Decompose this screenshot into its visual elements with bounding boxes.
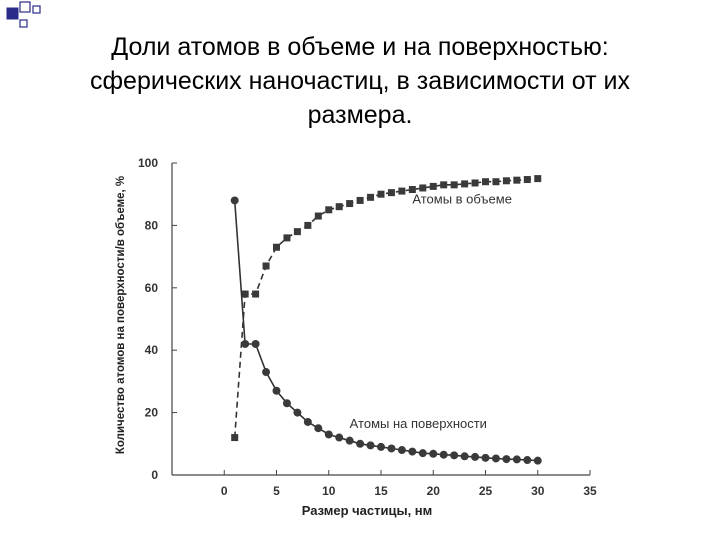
data-point-circle (335, 433, 344, 442)
series-labels: Атомы в объеме Атомы на поверхности (350, 192, 512, 432)
data-point-circle (523, 456, 532, 465)
data-point-square (429, 182, 437, 190)
data-point-circle (377, 442, 385, 451)
y-axis-label: Количество атомов на поверхности/в объем… (115, 176, 127, 454)
data-point-circle (314, 424, 323, 433)
data-point-square (367, 193, 375, 201)
data-point-circle (471, 452, 480, 461)
series-2 (230, 196, 542, 465)
data-point-circle (272, 386, 281, 395)
atoms-fraction-chart: 0 5 10 15 20 25 30 35 0 20 40 60 80 100 Атомы в объе… (115, 156, 597, 518)
data-point-circle (533, 456, 542, 465)
data-point-circle (418, 449, 427, 458)
data-point-square (314, 212, 322, 220)
y-tick-label: 60 (145, 281, 159, 295)
data-point-square (356, 196, 364, 204)
data-point-circle (251, 339, 260, 348)
data-point-circle (356, 439, 365, 448)
slide-title-line-2: сферических наночастиц, в зависимости от… (89, 67, 630, 95)
data-point-square (273, 243, 280, 251)
data-point-circle (262, 368, 271, 377)
y-tick-label: 100 (138, 156, 158, 170)
slide-title-line-1: Доли атомов в объеме и на поверхностью: (111, 33, 609, 61)
data-point-square (283, 234, 291, 242)
data-point-circle (512, 455, 521, 464)
slide-title: Доли атомов в объеме и на поверхностью: … (40, 30, 680, 132)
data-point-square (252, 290, 260, 298)
data-point-square (502, 177, 510, 185)
data-point-circle (345, 436, 354, 445)
series-label: Атомы на поверхности (350, 416, 487, 431)
data-point-square (377, 190, 385, 198)
data-point-square (482, 178, 489, 186)
data-point-circle (429, 449, 438, 458)
data-point-circle (408, 447, 417, 456)
data-point-square (492, 178, 500, 186)
data-point-square (262, 262, 270, 270)
data-point-circle (481, 453, 490, 462)
y-axis-ticks: 0 20 40 60 80 100 (138, 156, 177, 482)
data-point-circle (282, 399, 291, 408)
series-label: Атомы в объеме (412, 192, 512, 207)
data-point-circle (439, 450, 448, 459)
x-tick-label: 5 (273, 484, 280, 498)
data-point-square (471, 179, 479, 187)
data-point-circle (324, 430, 333, 439)
data-point-square (346, 200, 354, 208)
y-tick-label: 0 (151, 468, 158, 482)
series-line (233, 177, 538, 438)
x-tick-label: 20 (427, 484, 441, 498)
data-point-circle (460, 452, 469, 461)
data-point-square (419, 184, 427, 192)
y-tick-label: 40 (145, 343, 159, 357)
series-group (230, 175, 542, 465)
data-point-square (534, 175, 542, 183)
data-point-circle (450, 451, 459, 460)
data-point-square (440, 181, 448, 189)
data-point-square (387, 189, 395, 197)
x-tick-label: 10 (322, 484, 336, 498)
data-point-square (523, 176, 531, 184)
data-point-circle (230, 196, 239, 205)
bullet-squares-decoration (6, 1, 41, 28)
data-point-square (461, 180, 469, 188)
data-point-square (241, 290, 249, 298)
data-point-circle (366, 441, 375, 450)
data-point-square (398, 187, 406, 195)
series-1 (231, 175, 542, 442)
x-axis-label: Размер частицы, нм (302, 503, 433, 518)
data-point-circle (293, 408, 302, 417)
x-tick-label: 0 (221, 484, 228, 498)
slide-title-line-3: размера. (307, 101, 413, 129)
x-tick-label: 15 (374, 484, 388, 498)
x-axis-ticks: 0 5 10 15 20 25 30 35 (221, 470, 597, 498)
data-point-square (293, 228, 301, 236)
data-point-square (335, 203, 343, 211)
y-tick-label: 80 (145, 218, 159, 232)
data-point-square (450, 181, 458, 189)
data-point-square (325, 206, 333, 214)
data-point-square (304, 221, 312, 229)
data-point-circle (241, 339, 250, 348)
data-point-circle (502, 455, 511, 464)
data-point-circle (491, 454, 500, 463)
x-tick-label: 35 (583, 484, 597, 498)
y-tick-label: 20 (145, 406, 159, 420)
x-tick-label: 25 (479, 484, 493, 498)
data-point-circle (387, 444, 396, 453)
x-tick-label: 30 (531, 484, 545, 498)
data-point-circle (303, 417, 312, 426)
data-point-circle (397, 446, 406, 455)
data-point-square (513, 176, 521, 184)
data-point-square (408, 186, 416, 194)
data-point-square (231, 434, 239, 442)
